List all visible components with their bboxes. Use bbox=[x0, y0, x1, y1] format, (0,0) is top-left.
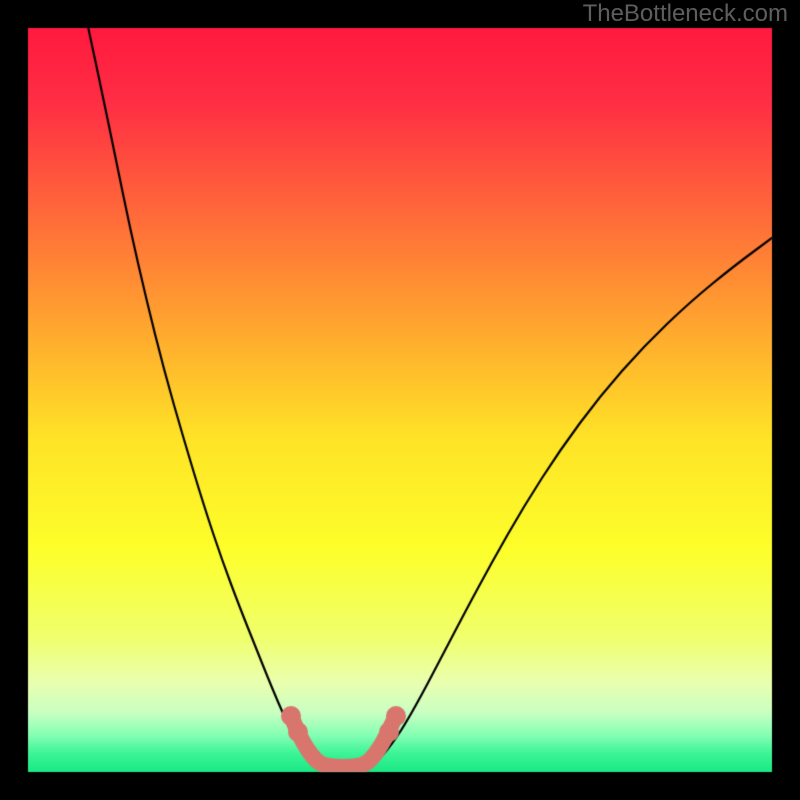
watermark-text: TheBottleneck.com bbox=[583, 0, 788, 28]
chart-container: TheBottleneck.com bbox=[0, 0, 800, 800]
curve-overlay-canvas bbox=[0, 0, 800, 800]
